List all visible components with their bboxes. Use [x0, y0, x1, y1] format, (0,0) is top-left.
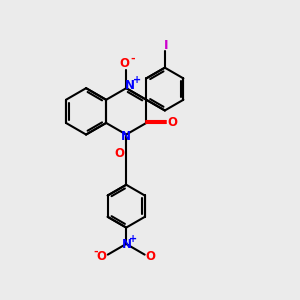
Text: I: I [164, 39, 168, 52]
Text: O: O [115, 147, 125, 160]
Text: +: + [129, 234, 137, 244]
Text: O: O [120, 57, 130, 70]
Text: +: + [133, 75, 141, 85]
Text: -: - [130, 53, 135, 64]
Text: N: N [121, 130, 130, 143]
Text: -: - [93, 247, 98, 257]
Text: O: O [97, 250, 107, 263]
Text: N: N [125, 79, 135, 92]
Text: N: N [122, 238, 132, 251]
Text: O: O [167, 116, 177, 130]
Text: O: O [146, 250, 156, 263]
